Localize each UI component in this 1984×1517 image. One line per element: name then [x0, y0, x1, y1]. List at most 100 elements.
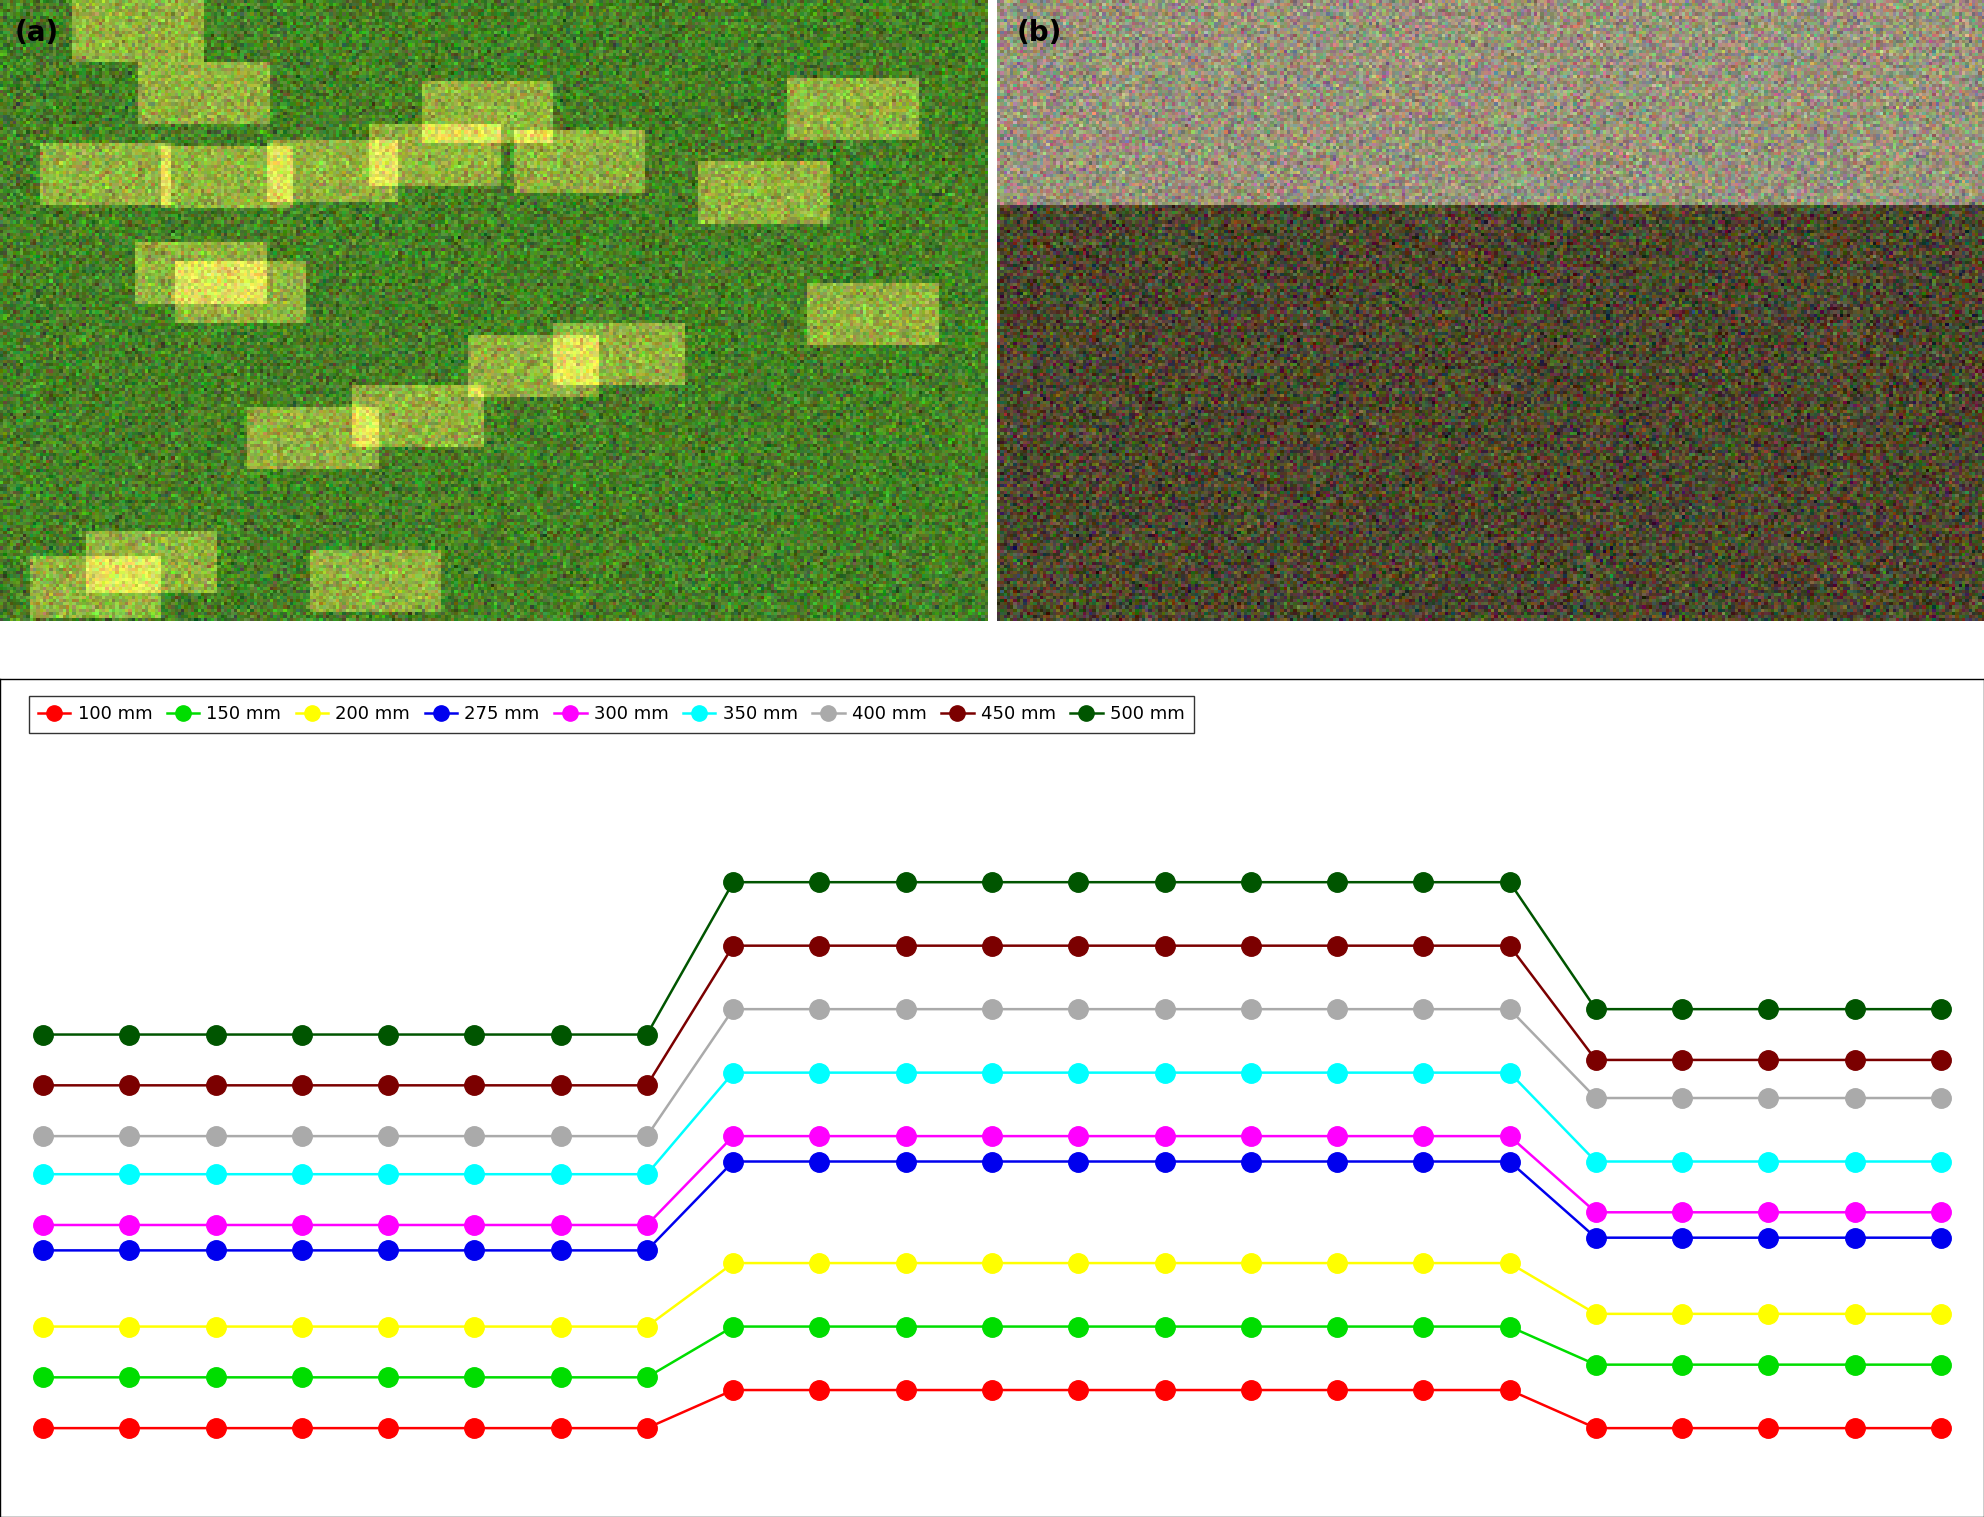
350 mm: [204, 1165, 228, 1183]
275 mm: [377, 1241, 401, 1259]
500 mm: [1843, 1000, 1867, 1018]
150 mm: [722, 1317, 746, 1335]
150 mm: [1583, 1356, 1607, 1374]
200 mm: [807, 1255, 831, 1273]
350 mm: [32, 1165, 56, 1183]
Line: 450 mm: 450 mm: [34, 936, 1950, 1095]
150 mm: [290, 1368, 313, 1387]
300 mm: [550, 1217, 573, 1235]
450 mm: [550, 1076, 573, 1094]
100 mm: [117, 1418, 141, 1437]
450 mm: [807, 936, 831, 954]
200 mm: [290, 1317, 313, 1335]
150 mm: [462, 1368, 486, 1387]
500 mm: [722, 874, 746, 892]
200 mm: [1928, 1305, 1952, 1323]
450 mm: [1843, 1051, 1867, 1069]
150 mm: [635, 1368, 659, 1387]
100 mm: [980, 1380, 1004, 1399]
400 mm: [1325, 1000, 1349, 1018]
400 mm: [807, 1000, 831, 1018]
400 mm: [117, 1127, 141, 1145]
200 mm: [1583, 1305, 1607, 1323]
300 mm: [377, 1217, 401, 1235]
275 mm: [807, 1153, 831, 1171]
300 mm: [807, 1127, 831, 1145]
500 mm: [377, 1025, 401, 1044]
500 mm: [980, 874, 1004, 892]
300 mm: [290, 1217, 313, 1235]
400 mm: [1238, 1000, 1262, 1018]
275 mm: [1411, 1153, 1434, 1171]
Line: 500 mm: 500 mm: [34, 872, 1950, 1044]
500 mm: [462, 1025, 486, 1044]
300 mm: [1583, 1203, 1607, 1221]
450 mm: [1498, 936, 1522, 954]
100 mm: [1238, 1380, 1262, 1399]
450 mm: [290, 1076, 313, 1094]
300 mm: [1671, 1203, 1694, 1221]
275 mm: [1756, 1229, 1780, 1247]
350 mm: [1238, 1063, 1262, 1082]
300 mm: [32, 1217, 56, 1235]
275 mm: [1325, 1153, 1349, 1171]
275 mm: [290, 1241, 313, 1259]
150 mm: [1065, 1317, 1089, 1335]
500 mm: [807, 874, 831, 892]
450 mm: [1671, 1051, 1694, 1069]
450 mm: [1928, 1051, 1952, 1069]
275 mm: [1238, 1153, 1262, 1171]
100 mm: [1325, 1380, 1349, 1399]
275 mm: [1671, 1229, 1694, 1247]
400 mm: [1671, 1089, 1694, 1107]
150 mm: [1238, 1317, 1262, 1335]
450 mm: [117, 1076, 141, 1094]
150 mm: [1411, 1317, 1434, 1335]
350 mm: [1843, 1153, 1867, 1171]
200 mm: [117, 1317, 141, 1335]
Line: 300 mm: 300 mm: [34, 1127, 1950, 1235]
450 mm: [1756, 1051, 1780, 1069]
100 mm: [1411, 1380, 1434, 1399]
150 mm: [1671, 1356, 1694, 1374]
150 mm: [980, 1317, 1004, 1335]
275 mm: [1583, 1229, 1607, 1247]
400 mm: [462, 1127, 486, 1145]
450 mm: [1065, 936, 1089, 954]
350 mm: [635, 1165, 659, 1183]
100 mm: [1153, 1380, 1177, 1399]
150 mm: [1498, 1317, 1522, 1335]
100 mm: [32, 1418, 56, 1437]
350 mm: [1498, 1063, 1522, 1082]
450 mm: [1325, 936, 1349, 954]
450 mm: [1411, 936, 1434, 954]
200 mm: [1843, 1305, 1867, 1323]
200 mm: [1153, 1255, 1177, 1273]
100 mm: [1928, 1418, 1952, 1437]
400 mm: [1411, 1000, 1434, 1018]
Line: 275 mm: 275 mm: [34, 1151, 1950, 1261]
150 mm: [550, 1368, 573, 1387]
275 mm: [1928, 1229, 1952, 1247]
350 mm: [1153, 1063, 1177, 1082]
350 mm: [377, 1165, 401, 1183]
200 mm: [1671, 1305, 1694, 1323]
Line: 100 mm: 100 mm: [34, 1380, 1950, 1438]
200 mm: [722, 1255, 746, 1273]
400 mm: [204, 1127, 228, 1145]
400 mm: [1153, 1000, 1177, 1018]
200 mm: [1756, 1305, 1780, 1323]
350 mm: [462, 1165, 486, 1183]
500 mm: [1325, 874, 1349, 892]
500 mm: [32, 1025, 56, 1044]
300 mm: [462, 1217, 486, 1235]
400 mm: [377, 1127, 401, 1145]
100 mm: [1583, 1418, 1607, 1437]
450 mm: [722, 936, 746, 954]
500 mm: [1671, 1000, 1694, 1018]
300 mm: [1843, 1203, 1867, 1221]
350 mm: [550, 1165, 573, 1183]
275 mm: [204, 1241, 228, 1259]
450 mm: [1238, 936, 1262, 954]
300 mm: [1928, 1203, 1952, 1221]
